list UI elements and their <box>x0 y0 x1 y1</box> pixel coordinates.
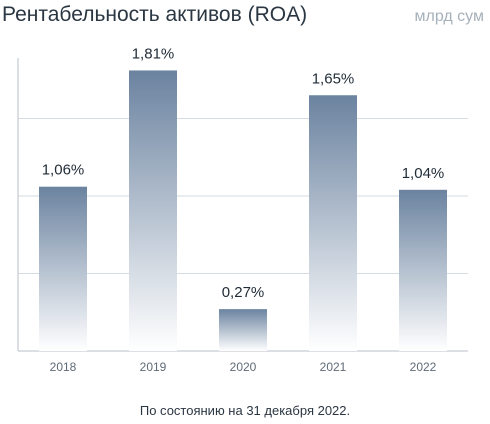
x-tick-labels: 2018 2019 2020 2021 2022 <box>50 360 437 374</box>
value-label-2019: 1,81% <box>132 45 175 62</box>
x-tick-2020: 2020 <box>230 360 257 374</box>
value-label-2020: 0,27% <box>222 284 265 301</box>
bars <box>39 70 447 351</box>
bar-2018 <box>39 186 87 351</box>
chart-title: Рентабельность активов (ROA) <box>2 3 308 26</box>
bar-2022 <box>399 189 447 351</box>
value-label-2022: 1,04% <box>402 165 445 182</box>
x-tick-2019: 2019 <box>140 360 167 374</box>
value-label-2021: 1,65% <box>312 70 355 87</box>
unit-label: млрд сум <box>414 8 484 25</box>
value-label-2018: 1,06% <box>42 162 85 179</box>
value-labels: 1,06% 1,81% 0,27% 1,65% 1,04% <box>42 45 445 301</box>
bar-2020 <box>219 309 267 351</box>
footnote: По состоянию на 31 декабря 2022. <box>139 403 351 418</box>
x-tick-2022: 2022 <box>410 360 437 374</box>
x-tick-2018: 2018 <box>50 360 77 374</box>
bar-2019 <box>129 70 177 351</box>
bar-2021 <box>309 95 357 351</box>
x-tick-2021: 2021 <box>320 360 347 374</box>
